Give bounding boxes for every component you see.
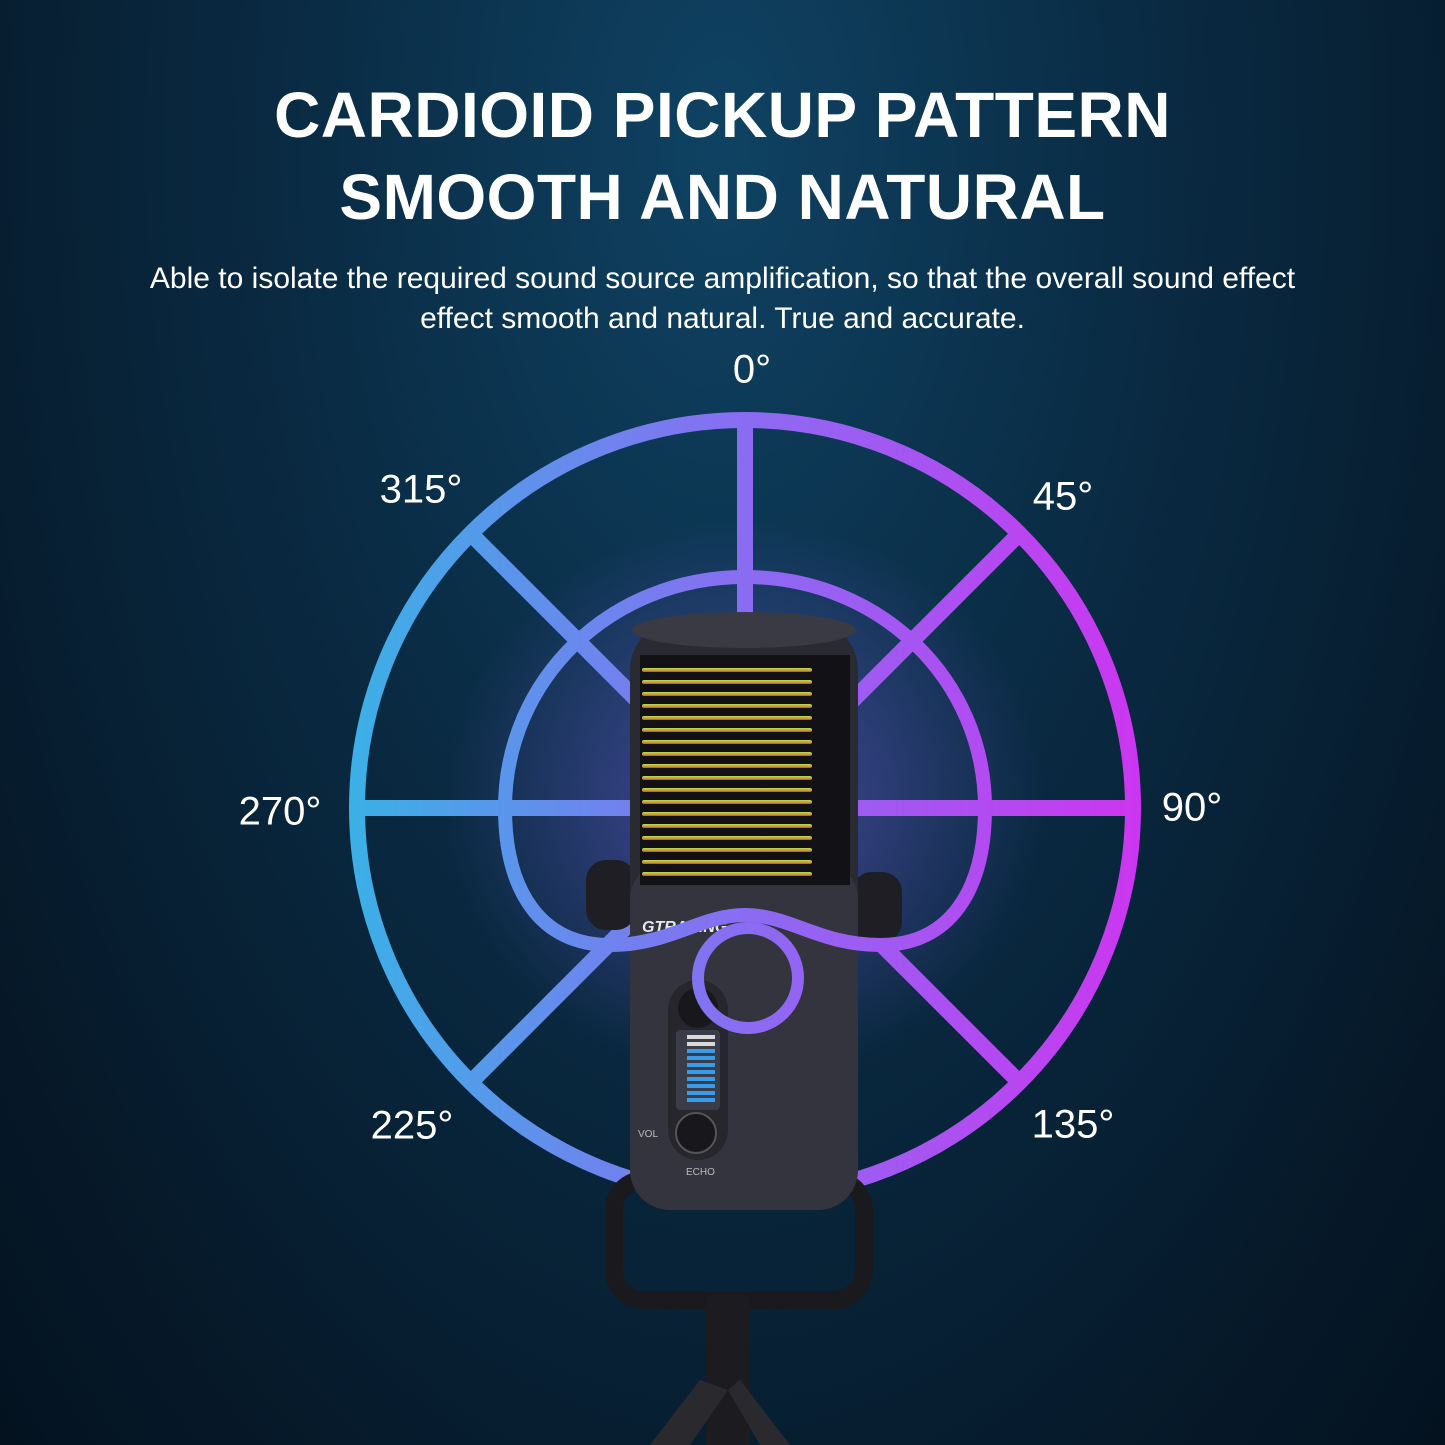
angle-label-225: 225°: [370, 1103, 454, 1148]
angle-label-270: 270°: [238, 789, 322, 834]
grille-light-bar: [642, 800, 812, 804]
grille-light-bar: [642, 836, 812, 840]
level-meter-segment: [687, 1056, 715, 1060]
grille-light-bar: [642, 668, 812, 672]
grille-light-bar: [642, 788, 812, 792]
grille-light-bar: [642, 704, 812, 708]
grille-light-bar: [642, 812, 812, 816]
grille-light-bar: [642, 728, 812, 732]
cardioid-rear-lobe: [692, 922, 804, 1034]
level-meter-segment: [687, 1077, 715, 1081]
level-meter-segment: [687, 1049, 715, 1053]
grille-light-bar: [642, 824, 812, 828]
grille-light-bar: [642, 692, 812, 696]
level-meter-segment: [687, 1091, 715, 1095]
title-line-2: SMOOTH AND NATURAL: [339, 161, 1106, 233]
level-meter-segment: [687, 1098, 715, 1102]
cardioid-curve: [497, 569, 993, 953]
level-meter-segment: [687, 1042, 715, 1046]
level-meter-segment: [687, 1035, 715, 1039]
grille-light-bar: [642, 740, 812, 744]
title-line-1: CARDIOID PICKUP PATTERN: [274, 79, 1171, 151]
vol-label: VOL: [638, 1129, 658, 1140]
grille-light-bar: [642, 848, 812, 852]
angle-label-0: 0°: [732, 347, 772, 392]
angle-label-45: 45°: [1032, 474, 1094, 519]
level-meter-segment: [687, 1063, 715, 1067]
description: Able to isolate the required sound sourc…: [149, 262, 1296, 335]
echo-label: ECHO: [686, 1167, 715, 1178]
angle-label-135: 135°: [1031, 1102, 1115, 1147]
angle-label-90: 90°: [1161, 785, 1223, 830]
grille-light-bar: [642, 764, 812, 768]
grille-light-bar: [642, 716, 812, 720]
grille-light-bar: [642, 776, 812, 780]
level-meter-segment: [687, 1070, 715, 1074]
grille-light-bar: [642, 752, 812, 756]
level-meter-segment: [687, 1084, 715, 1088]
grille-light-bar: [642, 860, 812, 864]
grille-light-bar: [642, 680, 812, 684]
angle-label-315: 315°: [379, 467, 463, 512]
grille-light-bar: [642, 872, 812, 876]
page-title: CARDIOID PICKUP PATTERN SMOOTH AND NATUR…: [0, 74, 1445, 238]
